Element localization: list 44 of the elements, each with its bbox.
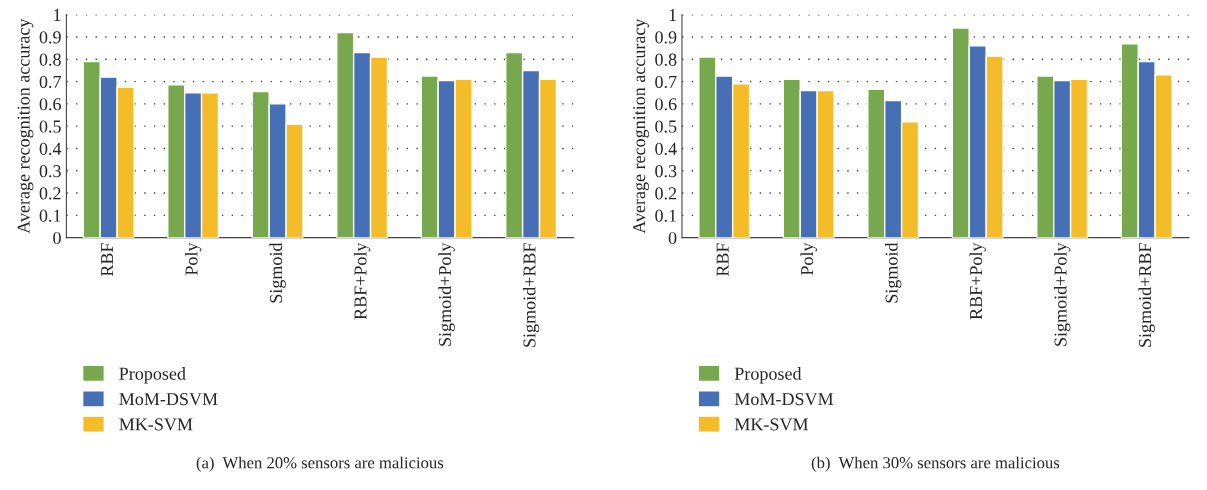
text: (b) When 30% sensors are malicious <box>811 456 1060 472</box>
y-tick-label: 0.2 <box>655 187 677 200</box>
y-tick-label: 0.9 <box>39 31 61 44</box>
y-tick-label: 0.5 <box>39 120 61 133</box>
y-tick-label: 0.3 <box>655 165 677 178</box>
y-tick-label: 0.2 <box>39 187 61 200</box>
x-tick-label: RBF <box>101 243 114 277</box>
y-axis-title: Average recognition accuracy <box>633 18 649 234</box>
y-tick-label: 0.8 <box>655 53 677 66</box>
y-tick-label: 0.6 <box>39 98 61 111</box>
y-tick-label: 0.3 <box>39 165 61 178</box>
y-tick-label: 0.4 <box>39 142 62 155</box>
y-tick-label: 0.6 <box>655 98 677 111</box>
x-tick-label: Sigmoid+Poly <box>438 242 455 346</box>
legend-label: Proposed <box>119 367 186 384</box>
y-tick-label: 1 <box>54 9 61 21</box>
x-tick-label: RBF+Poly <box>353 242 371 320</box>
x-tick-label: Sigmoid+Poly <box>1053 242 1071 346</box>
y-tick-label: 0.1 <box>39 209 61 222</box>
x-tick-label: Sigmoid <box>269 242 286 303</box>
text: (a) When 20% sensors are malicious <box>196 456 444 472</box>
x-tick-label: Poly <box>184 242 202 276</box>
y-tick-label: 0.7 <box>655 75 677 89</box>
x-tick-label: Sigmoid+RBF <box>1138 243 1155 347</box>
x-tick-label: RBF <box>716 243 729 277</box>
legend-label: MoM-DSVM <box>734 393 834 406</box>
y-tick-label: 0.7 <box>39 75 61 89</box>
x-tick-label: Poly <box>800 242 817 276</box>
y-tick-label: 0.4 <box>655 142 677 155</box>
legend-label: MoM-DSVM <box>119 393 218 406</box>
x-tick-label: Sigmoid <box>884 242 902 303</box>
y-tick-label: 0 <box>53 231 61 245</box>
legend-label: MK-SVM <box>734 418 809 431</box>
y-tick-label: 0.5 <box>655 120 677 133</box>
legend-label: Proposed <box>734 367 802 384</box>
y-tick-label: 1 <box>669 9 677 21</box>
x-tick-label: Sigmoid+RBF <box>522 243 540 347</box>
x-tick-label: RBF+Poly <box>969 242 986 320</box>
y-tick-label: 0.1 <box>655 209 677 222</box>
y-tick-label: 0.8 <box>39 53 61 66</box>
y-axis-title: Average recognition accuracy <box>17 18 34 234</box>
y-tick-label: 0 <box>668 231 677 245</box>
legend-label: MK-SVM <box>119 418 193 431</box>
y-tick-label: 0.9 <box>655 31 677 44</box>
